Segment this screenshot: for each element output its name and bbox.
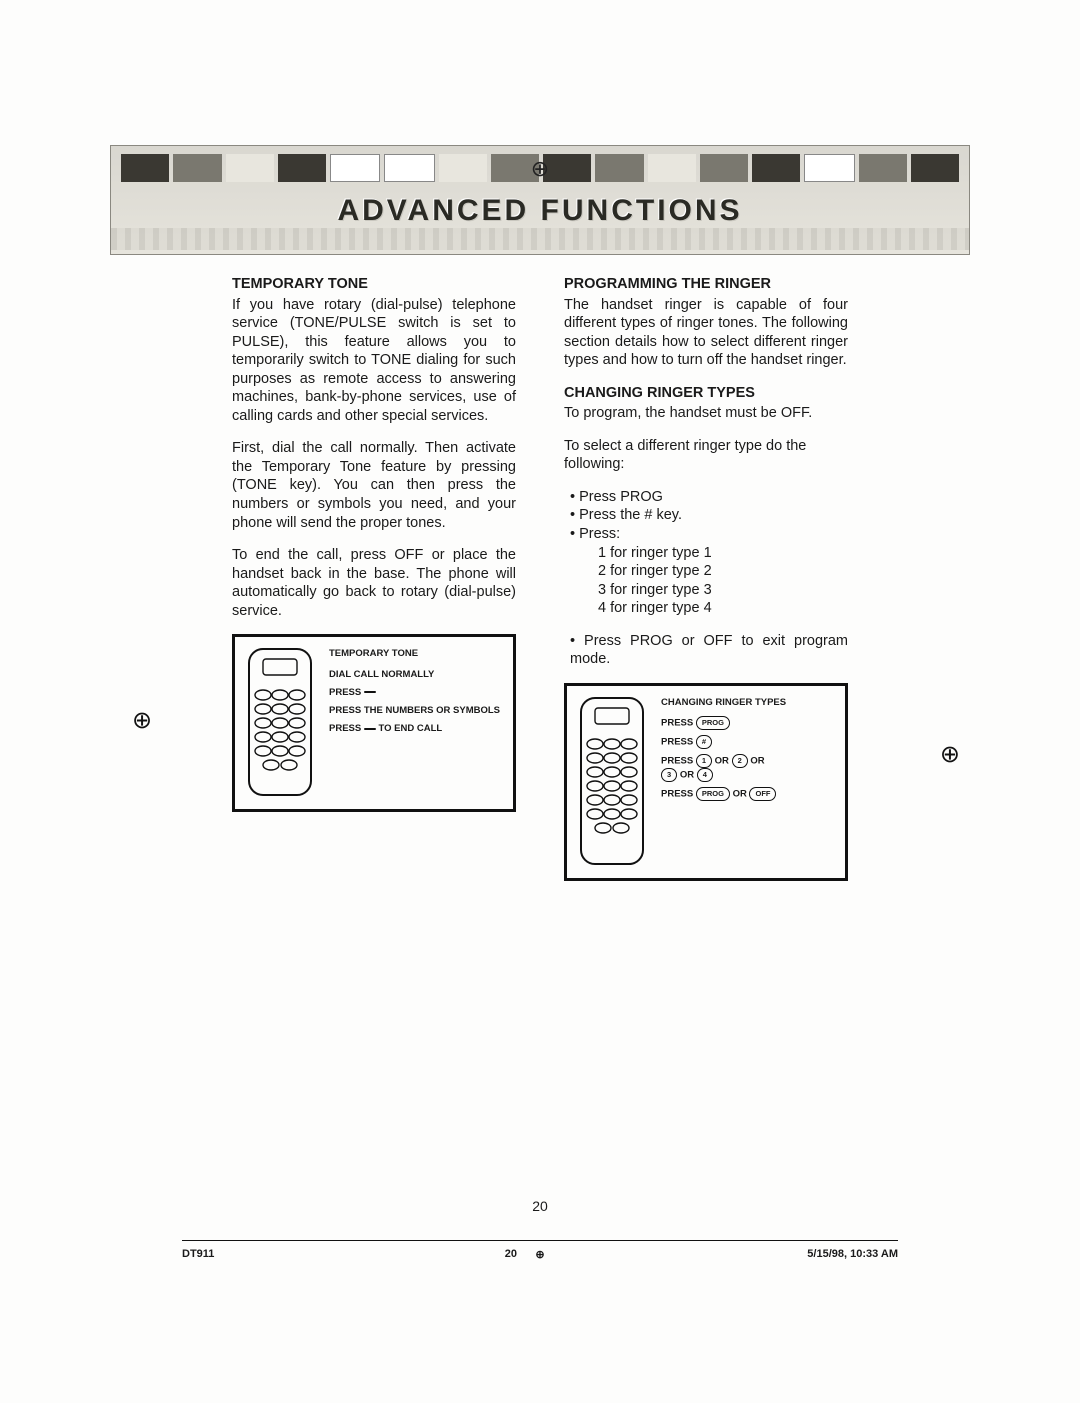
steps-list: Press PROG Press the # key. Press: 1 for…: [564, 488, 848, 618]
label: TO END CALL: [379, 723, 443, 734]
handset-illustration: [243, 647, 317, 797]
print-timestamp: 5/15/98, 10:33 AM: [807, 1248, 898, 1260]
button-icon: [364, 691, 376, 693]
list-item: 4 for ringer type 4: [570, 599, 848, 618]
column-right: PROGRAMMING THE RINGER The handset ringe…: [564, 275, 848, 881]
content-area: TEMPORARY TONE If you have rotary (dial-…: [232, 275, 848, 881]
registration-mark-icon: ⊕: [940, 740, 960, 769]
label: OR: [750, 755, 764, 766]
registration-mark-icon: ⊕: [535, 1248, 544, 1261]
figure-step: PRESS: [329, 686, 500, 700]
paragraph: First, dial the call normally. Then acti…: [232, 439, 516, 532]
figure-step: PRESS THE NUMBERS OR SYMBOLS: [329, 704, 500, 718]
paragraph: If you have rotary (dial-pulse) telephon…: [232, 296, 516, 426]
figure-step: PRESS TO END CALL: [329, 722, 500, 736]
figure-step: PRESS PROG OR OFF: [661, 787, 786, 802]
header-band: ⊕ ADVANCED FUNCTIONS: [110, 145, 970, 255]
list-item: Press:: [570, 525, 848, 544]
page-number: 20: [0, 1198, 1080, 1214]
heading-temporary-tone: TEMPORARY TONE: [232, 275, 516, 294]
button-icon: 1: [696, 754, 712, 768]
label: OR: [733, 789, 747, 800]
button-icon: 2: [732, 754, 748, 768]
list-item: 3 for ringer type 3: [570, 581, 848, 600]
figure-title: CHANGING RINGER TYPES: [661, 696, 786, 710]
footer-imprint: DT911 20 ⊕ 5/15/98, 10:33 AM: [182, 1248, 898, 1260]
label: OR: [715, 755, 729, 766]
figure-step: PRESS PROG: [661, 716, 786, 731]
figure-title: TEMPORARY TONE: [329, 647, 500, 661]
label: PRESS: [661, 718, 693, 729]
label: PRESS: [661, 755, 693, 766]
heading-programming-ringer: PROGRAMMING THE RINGER: [564, 275, 848, 294]
button-icon: [364, 728, 376, 730]
button-icon: OFF: [749, 787, 776, 801]
handset-illustration: [575, 696, 649, 866]
figure-temporary-tone: TEMPORARY TONE DIAL CALL NORMALLY PRESS …: [232, 634, 516, 812]
label: PRESS: [661, 736, 693, 747]
page-title: ADVANCED FUNCTIONS: [111, 194, 969, 228]
figure-step: PRESS #: [661, 735, 786, 750]
button-icon: PROG: [696, 716, 730, 730]
column-left: TEMPORARY TONE If you have rotary (dial-…: [232, 275, 516, 881]
paragraph: The handset ringer is capable of four di…: [564, 296, 848, 370]
list-item: Press PROG or OFF to exit program mode.: [570, 632, 848, 669]
label: PRESS: [329, 723, 361, 734]
figure-text: TEMPORARY TONE DIAL CALL NORMALLY PRESS …: [329, 647, 500, 740]
button-icon: #: [696, 735, 712, 749]
paragraph: To select a different ringer type do the…: [564, 437, 848, 474]
footer-rule: [182, 1240, 898, 1241]
figure-step: PRESS 1 OR 2 OR 3 OR 4: [661, 754, 786, 784]
list-item: Press the # key.: [570, 506, 848, 525]
label: PRESS: [661, 789, 693, 800]
figure-changing-ringer: CHANGING RINGER TYPES PRESS PROG PRESS #…: [564, 683, 848, 881]
button-icon: 4: [697, 768, 713, 782]
list-item: Press PROG: [570, 488, 848, 507]
page-number-small: 20: [505, 1248, 517, 1260]
button-icon: PROG: [696, 787, 730, 801]
registration-mark-icon: ⊕: [132, 706, 152, 735]
header-noise: [111, 228, 969, 250]
paragraph: To end the call, press OFF or place the …: [232, 546, 516, 620]
doc-id: DT911: [182, 1248, 214, 1260]
steps-list: Press PROG or OFF to exit program mode.: [564, 632, 848, 669]
list-item: 1 for ringer type 1: [570, 544, 848, 563]
figure-step: DIAL CALL NORMALLY: [329, 668, 500, 682]
label: PRESS: [329, 687, 361, 698]
heading-changing-ringer-types: CHANGING RINGER TYPES: [564, 384, 848, 403]
registration-mark-icon: ⊕: [531, 156, 549, 182]
label: OR: [680, 770, 694, 781]
figure-text: CHANGING RINGER TYPES PRESS PROG PRESS #…: [661, 696, 786, 806]
paragraph: To program, the handset must be OFF.: [564, 404, 848, 423]
button-icon: 3: [661, 768, 677, 782]
list-item: 2 for ringer type 2: [570, 562, 848, 581]
